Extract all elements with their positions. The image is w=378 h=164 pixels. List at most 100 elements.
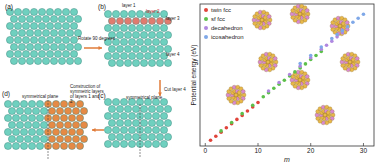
- atom: [28, 128, 35, 135]
- atom: [34, 43, 41, 50]
- atom: [34, 57, 41, 64]
- x-tick-label: 30: [360, 147, 368, 154]
- panel-label: (b): [98, 3, 106, 11]
- atom: [120, 126, 127, 133]
- atom: [8, 121, 15, 128]
- atom: [60, 142, 67, 149]
- atom: [66, 43, 73, 50]
- atom: [10, 29, 17, 36]
- point: [351, 20, 355, 24]
- atom: [140, 31, 147, 38]
- atom: [66, 57, 73, 64]
- atom: [136, 38, 143, 45]
- atom: [40, 135, 47, 142]
- layer-label: layer 2: [146, 9, 160, 14]
- point: [335, 33, 339, 37]
- atom: [128, 52, 135, 59]
- atom: [10, 57, 17, 64]
- atom: [56, 121, 63, 128]
- atom: [14, 8, 21, 15]
- atom: [54, 22, 61, 29]
- atom: [120, 38, 127, 45]
- atom: [68, 142, 75, 149]
- atom: [148, 17, 155, 24]
- atom: [16, 107, 23, 114]
- atom: [30, 22, 37, 29]
- point: [251, 103, 255, 107]
- atom: [20, 142, 27, 149]
- atom: [50, 15, 57, 22]
- atom: [104, 126, 111, 133]
- atom: [291, 15, 295, 19]
- atom: [32, 107, 39, 114]
- atom: [290, 12, 294, 16]
- atom: [112, 140, 119, 147]
- atom: [20, 114, 27, 121]
- atom: [26, 43, 33, 50]
- atom: [164, 31, 171, 38]
- atom: [152, 52, 159, 59]
- atom: [140, 59, 147, 66]
- atom: [112, 24, 119, 31]
- atom: [252, 18, 256, 22]
- atom: [128, 126, 135, 133]
- atom: [56, 135, 63, 142]
- atom: [124, 17, 131, 24]
- atom: [144, 112, 151, 119]
- atom: [242, 93, 246, 97]
- atom: [46, 22, 53, 29]
- atom: [18, 29, 25, 36]
- atom: [120, 112, 127, 119]
- legend-entry: decahedron: [211, 25, 243, 31]
- atom: [74, 57, 81, 64]
- atom: [301, 10, 305, 14]
- atom: [124, 119, 131, 126]
- atom: [108, 133, 115, 140]
- atom: [64, 107, 71, 114]
- atom: [50, 43, 57, 50]
- point: [330, 37, 334, 41]
- atom: [76, 142, 83, 149]
- atom: [4, 114, 11, 121]
- atom: [156, 105, 163, 112]
- point: [341, 29, 345, 33]
- atom: [116, 31, 123, 38]
- atom: [32, 121, 39, 128]
- atom: [24, 107, 31, 114]
- atom: [72, 121, 79, 128]
- x-tick-label: 20: [307, 147, 315, 154]
- point: [209, 138, 213, 142]
- atom: [116, 105, 123, 112]
- atom: [156, 119, 163, 126]
- panel-label: (d): [2, 90, 10, 98]
- atom: [356, 60, 360, 64]
- atom: [48, 121, 55, 128]
- atom: [330, 24, 334, 28]
- atom: [30, 36, 37, 43]
- atom: [160, 126, 167, 133]
- atom: [66, 15, 73, 22]
- atom: [148, 105, 155, 112]
- atom: [70, 50, 77, 57]
- legend-marker: [204, 35, 208, 39]
- atom: [38, 36, 45, 43]
- atom: [148, 45, 155, 52]
- layer-label: layer 3: [166, 16, 180, 21]
- cluster-image: [258, 52, 278, 72]
- atom: [136, 52, 143, 59]
- atom: [36, 114, 43, 121]
- atom: [346, 24, 350, 28]
- atom: [28, 114, 35, 121]
- point: [309, 54, 313, 58]
- cluster-image: [252, 10, 272, 30]
- atom: [128, 24, 135, 31]
- atom-grid: [104, 98, 171, 147]
- plane-line: [48, 100, 49, 160]
- plane-label: symmetrical plane: [126, 95, 163, 100]
- point: [272, 87, 276, 91]
- legend-entry: twin fcc: [211, 7, 231, 13]
- atom: [148, 59, 155, 66]
- atom: [306, 78, 310, 82]
- atom: [120, 140, 127, 147]
- atom: [42, 57, 49, 64]
